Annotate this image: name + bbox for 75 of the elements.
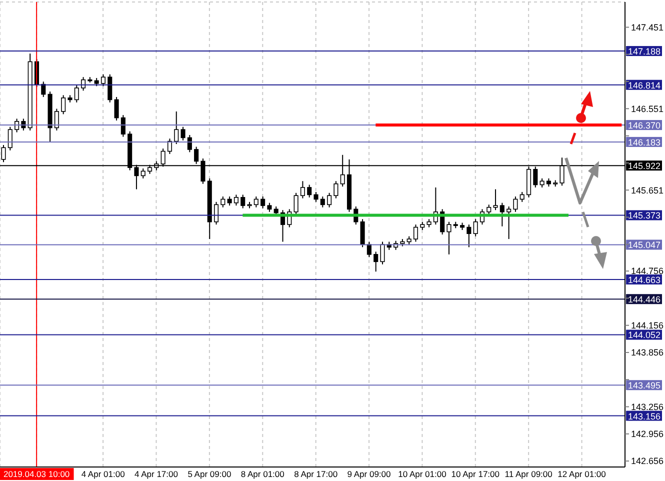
candlestick xyxy=(74,84,79,103)
candlestick xyxy=(61,94,66,115)
x-tick-label: 9 Apr 09:00 xyxy=(347,469,392,479)
candlestick xyxy=(307,184,312,198)
y-tick-label: 146.551 xyxy=(631,104,664,114)
ref-line-label: 143.495 xyxy=(628,380,661,391)
candlestick xyxy=(108,74,112,103)
candlestick xyxy=(240,194,246,209)
candlestick xyxy=(220,196,226,208)
y-tick-label: 142.656 xyxy=(631,456,664,466)
y-tick-label: 144.156 xyxy=(631,320,664,331)
x-tick-label: 10 Apr 17:00 xyxy=(451,469,500,479)
x-tick-label: 2019.04.03 10:00 xyxy=(3,469,70,479)
candlestick xyxy=(334,180,338,199)
ref-line-label: 144.663 xyxy=(628,274,661,285)
ref-line-label: 144.446 xyxy=(628,294,661,305)
candlestick xyxy=(120,114,126,138)
candlestick xyxy=(267,202,272,212)
x-tick-label: 12 Apr 01:00 xyxy=(558,469,606,479)
ref-line-label: 147.188 xyxy=(628,46,661,57)
ref-line-label: 143.156 xyxy=(628,411,661,422)
candlestick xyxy=(8,126,12,151)
candlestick xyxy=(234,194,238,206)
x-tick-label: 10 Apr 01:00 xyxy=(398,469,447,479)
x-tick-label: 4 Apr 01:00 xyxy=(81,469,126,479)
candlestick xyxy=(227,196,232,206)
y-tick-label: 143.256 xyxy=(631,402,664,412)
x-tick-label: 8 Apr 01:00 xyxy=(240,469,285,479)
candlestick xyxy=(493,188,498,211)
x-tick-label: 4 Apr 17:00 xyxy=(134,469,178,479)
x-tick-label: 11 Apr 09:00 xyxy=(504,469,553,479)
candlestick xyxy=(446,221,452,255)
candlestick xyxy=(254,196,258,208)
candlestick xyxy=(366,241,372,258)
candlestick xyxy=(380,241,385,265)
ref-line-label: 145.922 xyxy=(628,161,661,172)
ref-line-label: 146.370 xyxy=(628,120,661,131)
y-tick-label: 147.451 xyxy=(631,22,664,32)
ref-line-label: 144.052 xyxy=(628,330,661,340)
candlestick xyxy=(320,196,325,208)
candlestick xyxy=(327,192,332,208)
candlestick xyxy=(500,202,504,227)
candlestick xyxy=(413,224,418,242)
candlestick xyxy=(506,206,512,240)
candlestick xyxy=(174,110,179,145)
candlestick xyxy=(473,218,478,237)
ref-line-label: 145.373 xyxy=(628,210,661,221)
candlestick xyxy=(300,180,305,199)
candlestick xyxy=(187,134,192,153)
candlestick xyxy=(214,201,219,226)
candlestick xyxy=(540,178,544,188)
candlestick xyxy=(294,192,298,216)
candlestick xyxy=(54,108,59,131)
candlestick xyxy=(486,204,492,216)
y-tick-label: 142.956 xyxy=(631,429,664,440)
ref-line-label: 146.814 xyxy=(628,80,661,90)
candlestick xyxy=(81,76,86,92)
y-tick-label: 143.856 xyxy=(631,348,664,358)
y-tick-label: 145.651 xyxy=(631,185,664,196)
ref-line-label: 146.183 xyxy=(628,137,661,148)
candlestick xyxy=(513,196,518,212)
candlestick xyxy=(466,224,472,248)
y-tick-label: 144.756 xyxy=(631,266,664,276)
x-tick-label: 5 Apr 09:00 xyxy=(188,469,232,479)
candlestick xyxy=(100,74,106,87)
candlestick xyxy=(374,251,378,272)
candlestick xyxy=(360,218,365,248)
x-tick-label: 8 Apr 17:00 xyxy=(294,469,338,479)
candlestick xyxy=(114,96,119,122)
candlestick xyxy=(314,191,318,202)
candlestick xyxy=(180,126,186,141)
candlestick xyxy=(520,191,524,202)
candlestick xyxy=(140,168,146,179)
ref-line-label: 145.047 xyxy=(628,240,661,250)
candlestick xyxy=(260,196,266,209)
